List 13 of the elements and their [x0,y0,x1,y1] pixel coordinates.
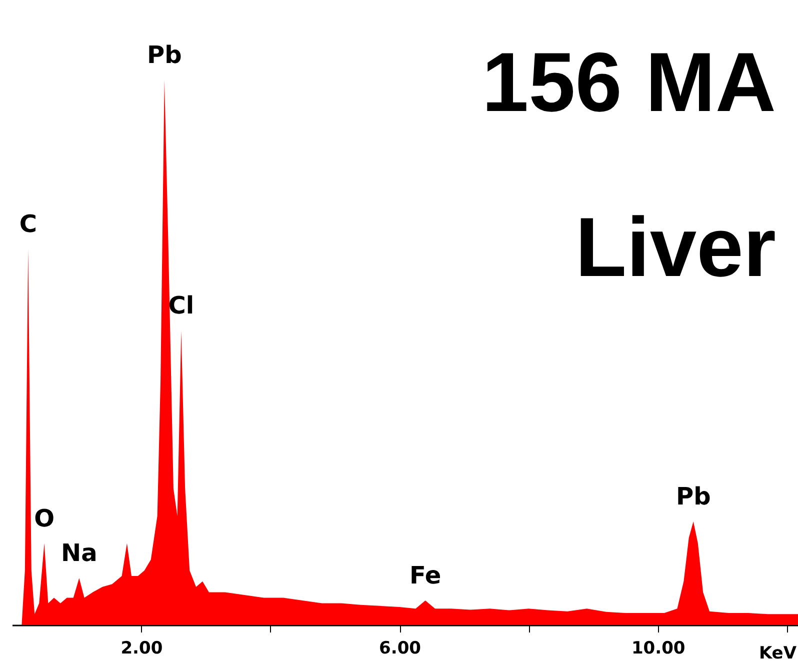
annotation: Na [61,539,98,568]
x-tick-label: 6.00 [379,638,422,658]
annotation: Pb [147,41,182,69]
x-axis-title: KeV [758,644,798,663]
annotation: Pb [676,482,711,510]
annotation: Cl [168,292,194,320]
text: Liver [574,199,776,296]
x-tick-label: 10.00 [631,638,686,658]
annotation: Fe [409,561,442,590]
annotation: O [34,504,54,532]
annotation: C [19,210,37,238]
x-tick-label: 2.00 [120,638,163,658]
chart-title: 156 MA [482,34,776,131]
